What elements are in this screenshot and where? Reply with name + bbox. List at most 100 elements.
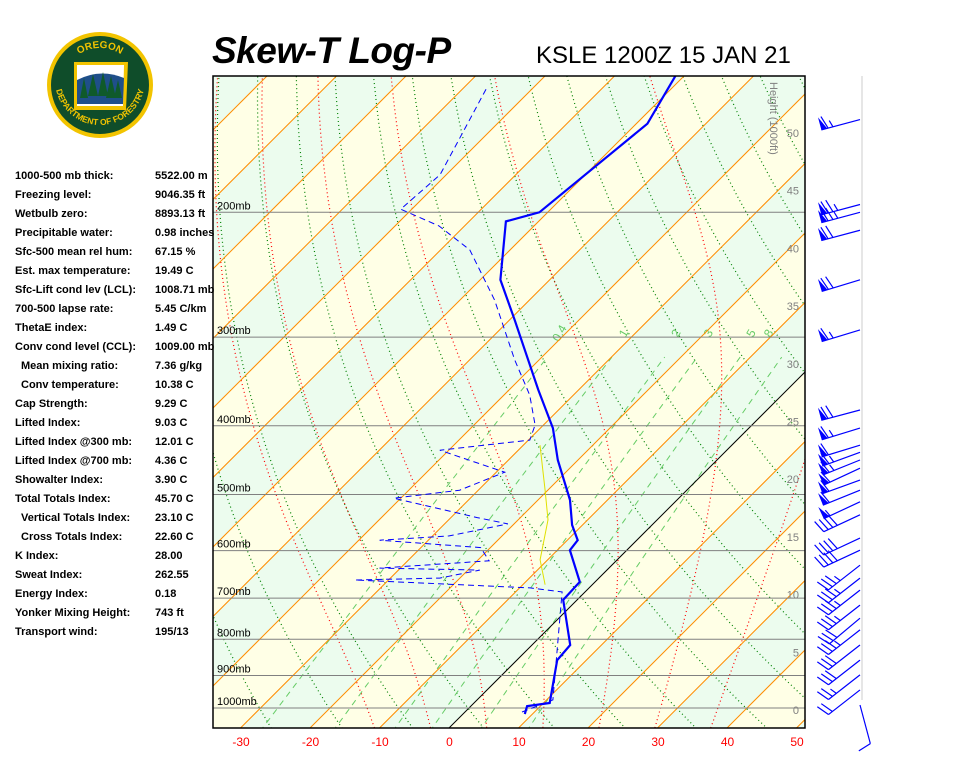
stat-value: 195/13 <box>155 626 189 638</box>
wind-barb <box>817 405 861 421</box>
isotherm <box>0 55 10 732</box>
dry-adiabat <box>566 76 805 506</box>
stat-label: Precipitable water: <box>15 227 113 239</box>
stat-value: 67.15 % <box>155 246 196 258</box>
barb-feather <box>820 443 829 456</box>
barb-feather <box>825 629 838 638</box>
pressure-label: 600mb <box>217 539 251 551</box>
barb-feather <box>820 426 829 439</box>
stat-label: Lifted Index @300 mb: <box>15 436 133 448</box>
barb-half-feather <box>830 688 837 694</box>
x-tick-label: -10 <box>371 735 389 749</box>
wind-barb <box>817 451 861 467</box>
dry-adiabat <box>865 55 960 732</box>
barb-feather <box>825 225 834 238</box>
barb-feather <box>824 655 837 664</box>
zero-isotherm <box>448 371 805 728</box>
isotherm <box>213 76 338 201</box>
stat-value: 22.60 C <box>155 531 194 543</box>
stat-label: Transport wind: <box>15 626 98 638</box>
wind-barb <box>817 443 861 458</box>
barb-pennant <box>817 453 829 467</box>
stat-label: Mean mixing ratio: <box>21 360 119 372</box>
x-tick-label: 0 <box>446 735 453 749</box>
dry-adiabat <box>295 76 556 728</box>
barb-feather <box>820 471 831 483</box>
stat-value: 9.29 C <box>155 398 188 410</box>
wind-barb <box>814 514 861 533</box>
barb-half-feather <box>834 615 841 621</box>
barb-feather <box>820 618 833 628</box>
barb-half-feather <box>828 455 835 463</box>
barb-feather <box>824 588 837 598</box>
barb-half-feather <box>824 509 831 517</box>
stat-label: Sfc-Lift cond lev (LCL): <box>15 284 136 296</box>
temperature-trace <box>499 76 677 715</box>
stat-label: 700-500 lapse rate: <box>15 303 114 315</box>
pressure-label: 1000mb <box>217 696 257 708</box>
barb-staff <box>823 549 861 568</box>
stat-value: 1009.00 mb <box>155 341 215 353</box>
axes: -30 -20 -10 0 10 20 30 40 50 <box>232 735 804 749</box>
barb-feather <box>820 406 829 419</box>
barb-feather <box>823 552 834 564</box>
barb-feather <box>820 703 833 712</box>
barb-pennant <box>818 506 830 519</box>
stat-value: 5.45 C/km <box>155 303 207 315</box>
barb-staff <box>828 604 861 631</box>
wind-barb <box>817 276 861 293</box>
dry-adiabat <box>527 76 805 571</box>
wind-barb <box>814 537 861 556</box>
barb-feather <box>818 519 829 530</box>
barb-half-feather <box>834 588 841 595</box>
isotherm <box>213 76 407 270</box>
station-time-label: KSLE 1200Z 15 JAN 21 <box>536 42 791 69</box>
barb-pennant <box>818 462 829 475</box>
barb-staff <box>828 629 861 655</box>
barb-feather <box>820 578 833 588</box>
stat-value: 9046.35 ft <box>155 189 206 201</box>
barb-feather <box>816 581 829 591</box>
pressure-label: 300mb <box>217 325 251 337</box>
barb-feather <box>820 643 833 652</box>
dry-adiabat <box>827 55 960 732</box>
wind-barb <box>817 327 861 343</box>
stat-label: Sfc-500 mean rel hum: <box>15 246 133 258</box>
height-tick-label: 30 <box>787 359 799 371</box>
barb-staff <box>828 564 861 591</box>
barb-feather <box>820 673 833 683</box>
barb-feather <box>823 516 834 528</box>
barb-pennant <box>817 329 828 342</box>
isotherm <box>862 55 960 732</box>
barb-pennant <box>818 493 829 506</box>
stat-label: Sweat Index: <box>15 569 83 581</box>
stat-label: Cap Strength: <box>15 398 88 410</box>
barb-feather <box>820 688 833 697</box>
barb-feather <box>814 556 825 568</box>
wind-barb <box>814 549 861 568</box>
mixing-ratio-line <box>480 356 741 728</box>
stat-value: 7.36 g/kg <box>155 360 203 372</box>
barb-staff <box>859 704 871 744</box>
plot-area: 0.4 1 2 3 5 8200mb300mb400mb500mb600mb700mb80… <box>0 55 960 732</box>
logo-top-text: OREGON <box>75 40 125 57</box>
x-tick-label: 50 <box>790 735 804 749</box>
height-tick-label: 0 <box>793 705 799 717</box>
barb-staff <box>828 589 861 616</box>
barb-feather <box>821 632 834 642</box>
wind-barb <box>816 659 861 686</box>
wind-barb <box>816 629 861 656</box>
barb-feather <box>827 514 838 526</box>
isotherm <box>213 76 755 618</box>
barb-feather <box>824 615 837 625</box>
stat-value: 28.00 <box>155 550 183 562</box>
wind-barbs <box>814 116 871 752</box>
barb-feather <box>823 540 834 552</box>
barb-feather <box>820 658 833 668</box>
stat-value: 23.10 C <box>155 512 194 524</box>
barb-staff <box>828 689 861 716</box>
barb-feather <box>814 544 825 556</box>
barb-pennant <box>817 210 828 223</box>
barb-feather <box>820 327 829 340</box>
x-tick-label: -30 <box>232 735 250 749</box>
